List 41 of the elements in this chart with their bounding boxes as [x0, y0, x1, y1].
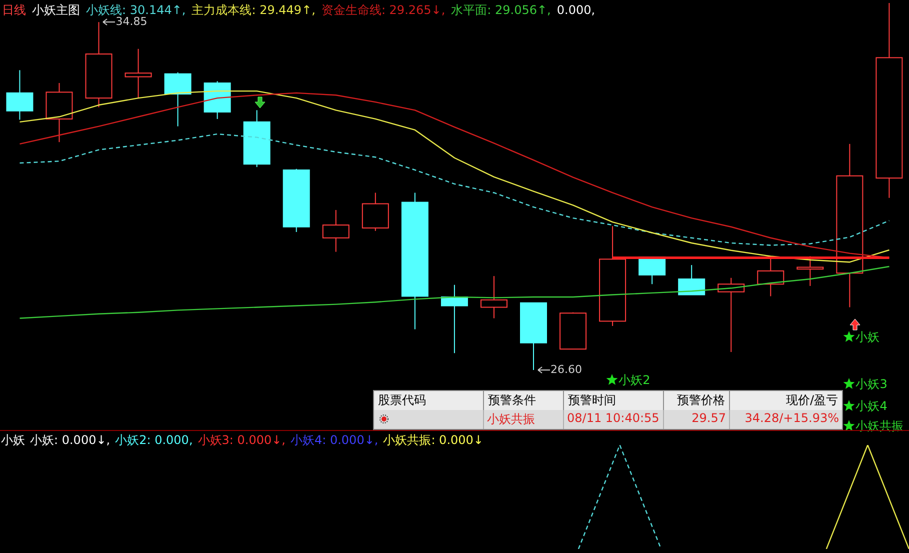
annotation: 0.000, — [556, 3, 596, 17]
annotation: 小妖3: 0.000↓, — [198, 433, 286, 447]
annotation: 小妖 — [1, 433, 25, 447]
text: 小妖4 — [856, 398, 888, 415]
text: 现价/盈亏 — [784, 392, 839, 409]
text: 股票代码 — [374, 391, 484, 410]
candlestick — [6, 70, 34, 120]
annotation: 34.85 — [116, 15, 148, 28]
annotation: 主力成本线: 29.449↑, — [192, 3, 316, 17]
candlestick — [796, 256, 824, 286]
candlestick — [124, 48, 152, 99]
annotation: 资金生命线: 29.265↓, — [321, 3, 446, 17]
candlestick — [440, 284, 468, 354]
annotation: 小妖: 0.000↓, — [30, 433, 110, 447]
text: 预警条件 — [484, 391, 564, 410]
candlestick — [480, 276, 508, 319]
annotation: 日线 — [2, 3, 26, 17]
text: 29.57 — [664, 410, 730, 429]
text: 预警价格 — [664, 391, 730, 410]
candlestick — [757, 258, 784, 297]
candlestick — [322, 209, 350, 252]
annotation: 26.60 — [550, 363, 582, 376]
annotation: 小妖4: 0.000↓, — [290, 433, 378, 447]
candlestick — [401, 192, 428, 330]
annotation: 小妖主图 — [32, 3, 80, 17]
text: 小妖3 — [856, 376, 888, 393]
candlestick — [599, 226, 626, 326]
candlestick — [836, 143, 864, 308]
annotation: 小妖线: 30.144↑, — [86, 3, 186, 17]
text: 34.28/+15.93% — [744, 410, 840, 427]
annotation: 小妖共振: 0.000↓ — [383, 433, 484, 447]
annotation: 小妖 — [856, 329, 880, 346]
annotation: 小妖2: 0.000, — [115, 433, 193, 447]
annotation: 水平面: 29.056↑, — [451, 3, 551, 17]
text: 小妖2 — [618, 372, 650, 389]
candlestick — [85, 22, 112, 108]
candlestick — [46, 82, 73, 143]
candlestick — [876, 3, 903, 198]
text: 预警时间 — [564, 391, 664, 410]
text: 08/11 10:40:55 — [564, 410, 664, 429]
text: 小妖共振 — [484, 410, 564, 429]
